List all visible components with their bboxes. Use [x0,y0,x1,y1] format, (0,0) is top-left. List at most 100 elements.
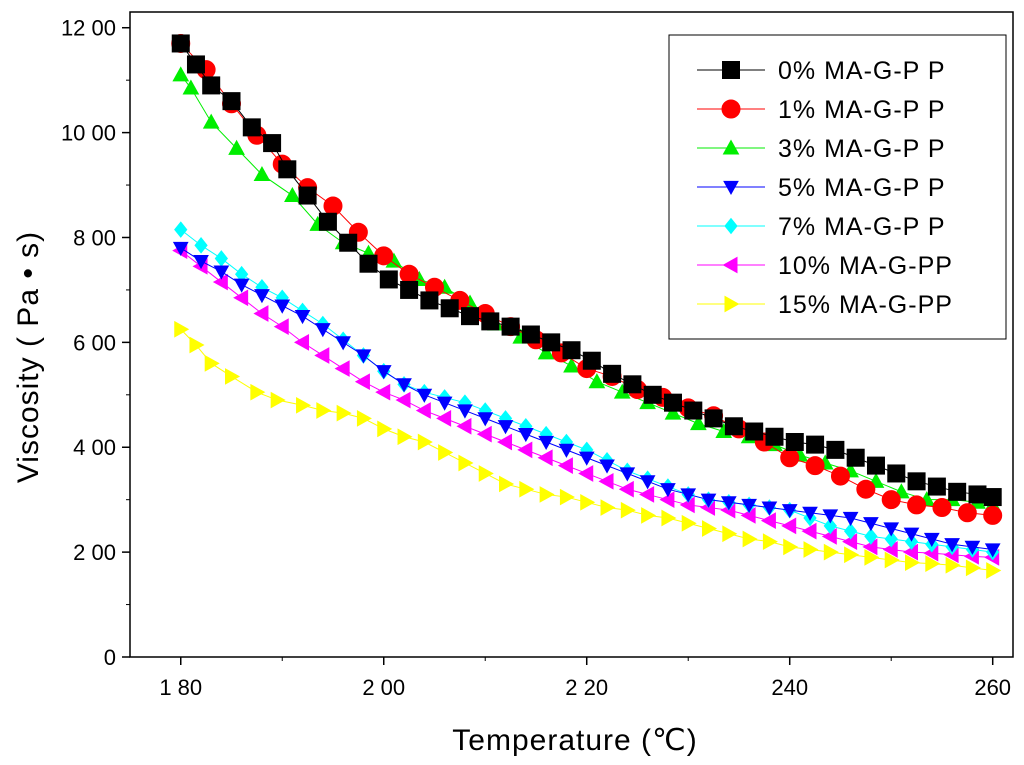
data-point [704,409,723,428]
data-point [826,440,845,459]
data-point [639,486,655,503]
data-point [761,501,778,516]
data-point [762,533,778,550]
data-point [948,482,967,501]
y-axis-title: Viscosity ( Pa • s) [12,231,45,483]
data-point [843,522,858,540]
data-point [659,491,675,509]
data-point [864,528,878,545]
data-point [805,456,825,476]
data-point [436,410,452,427]
data-point [905,554,921,571]
data-point [803,541,819,558]
data-point [417,433,433,451]
data-point [202,76,221,95]
legend-item: 7% MA-G-P P [697,213,945,241]
data-point [375,383,391,401]
data-point [461,307,480,326]
data-point [932,498,952,518]
series-layer [171,33,1003,579]
data-point [254,289,270,304]
data-point [641,507,657,524]
data-point [863,517,879,532]
data-point [204,354,220,372]
legend-marker [722,61,740,79]
data-point [228,139,245,155]
data-point [499,475,515,493]
data-point [539,486,555,503]
data-point [194,237,208,254]
data-point [436,396,453,411]
data-point [830,466,850,486]
y-tick-label: 12 00 [61,16,116,41]
data-point [884,530,898,548]
data-point [242,118,261,137]
series-0-ma-g-p-p [171,34,1002,507]
data-point [823,543,839,561]
data-point [957,503,977,523]
data-point [298,186,317,205]
data-point [760,512,776,530]
data-point [881,490,901,510]
data-point [557,457,573,474]
data-point [250,383,266,401]
data-point [720,496,737,511]
data-point [270,391,286,409]
data-point [660,483,676,498]
data-point [517,428,534,443]
legend-marker [722,256,738,274]
data-point [517,441,533,459]
data-point [983,488,1002,507]
data-point [884,551,900,569]
legend-label: 0% MA-G-P P [778,57,946,85]
legend-item: 15% MA-G-PP [697,291,953,319]
data-point [294,334,310,351]
data-point [639,475,656,490]
data-point [273,318,289,335]
data-point [619,467,636,482]
data-point [193,254,209,270]
data-point [395,391,411,409]
data-point [212,273,228,291]
data-point [664,404,682,420]
data-point [263,134,282,153]
data-point [700,493,717,508]
data-point [806,435,825,454]
data-point [496,433,513,451]
data-point [478,465,494,482]
data-point [339,233,358,252]
data-point [578,465,594,482]
data-point [781,517,797,535]
data-point [903,527,920,542]
data-point [856,479,876,499]
data-point [783,538,799,556]
data-point [983,505,1003,525]
data-point [172,66,190,82]
data-point [476,425,492,443]
data-point [416,388,433,403]
data-point [742,530,758,548]
data-point [558,443,575,458]
x-tick-label: 240 [771,675,808,700]
data-point [661,509,677,527]
data-point [618,480,634,498]
data-point [603,364,622,383]
data-point [781,504,798,519]
legend-marker [724,295,740,313]
data-point [174,221,188,238]
x-tick-label: 2 20 [565,675,608,700]
data-point [222,92,241,111]
data-point [780,448,800,468]
data-point [681,514,697,532]
x-axis-title: Temperature (℃) [452,724,697,757]
data-point [925,555,941,573]
data-point [643,385,662,404]
legend-label: 15% MA-G-PP [778,291,953,319]
legend-marker [722,139,740,155]
legend-marker [721,99,741,119]
data-point [379,270,398,289]
data-point [318,212,337,231]
data-point [284,187,301,203]
data-point [801,522,817,540]
